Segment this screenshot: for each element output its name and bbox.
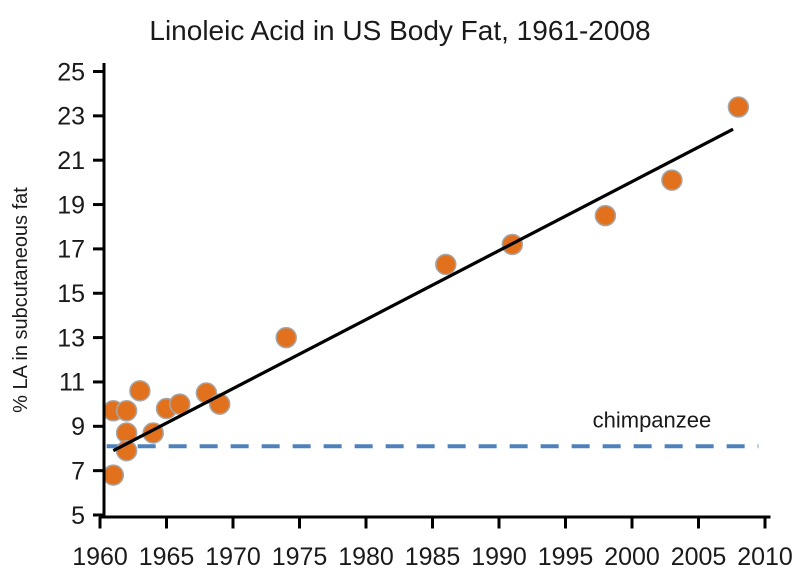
y-tick-label: 9 <box>71 413 85 441</box>
y-tick-label: 11 <box>59 369 85 397</box>
data-point <box>727 96 750 118</box>
reference-line-label: chimpanzee <box>593 408 712 433</box>
data-point <box>129 380 151 402</box>
x-tick-label: 1960 <box>72 543 128 571</box>
data-point <box>102 464 125 486</box>
axes-layer <box>99 63 771 519</box>
x-axis-ticks: 1960 1965 1970 1975 1980 1985 1990 1995 2000 2005… <box>72 517 793 571</box>
y-axis-title: % LA in subcutaneous fat <box>10 187 32 413</box>
y-tick-label: 21 <box>57 147 85 175</box>
x-tick-label: 2010 <box>737 543 793 571</box>
x-tick-label: 2005 <box>671 543 727 571</box>
x-tick-label: 1985 <box>405 543 461 571</box>
chart-title: Linoleic Acid in US Body Fat, 1961-2008 <box>149 15 650 46</box>
data-point <box>275 326 297 349</box>
x-tick-label: 2000 <box>604 543 660 571</box>
trend-line <box>112 127 734 453</box>
data-point <box>115 400 138 422</box>
data-point <box>594 204 617 227</box>
data-point <box>435 253 457 276</box>
trend-line-layer <box>112 127 734 453</box>
y-axis-ticks: 5 7 9 11 13 15 17 19 21 23 25 <box>57 58 103 530</box>
x-tick-label: 1980 <box>338 543 394 571</box>
y-tick-label: 13 <box>57 324 85 352</box>
data-point <box>169 393 191 415</box>
x-tick-label: 1995 <box>538 543 594 571</box>
y-tick-label: 25 <box>57 58 85 86</box>
y-tick-label: 5 <box>71 502 85 530</box>
y-tick-label: 17 <box>57 236 85 264</box>
data-point <box>661 169 683 191</box>
x-tick-label: 1970 <box>205 543 261 571</box>
y-tick-label: 7 <box>71 457 85 485</box>
y-tick-label: 15 <box>57 280 85 308</box>
x-tick-label: 1975 <box>272 543 328 571</box>
y-tick-label: 23 <box>57 103 85 131</box>
y-tick-label: 19 <box>57 191 85 219</box>
x-tick-label: 1965 <box>139 543 195 571</box>
x-tick-label: 1990 <box>471 543 527 571</box>
